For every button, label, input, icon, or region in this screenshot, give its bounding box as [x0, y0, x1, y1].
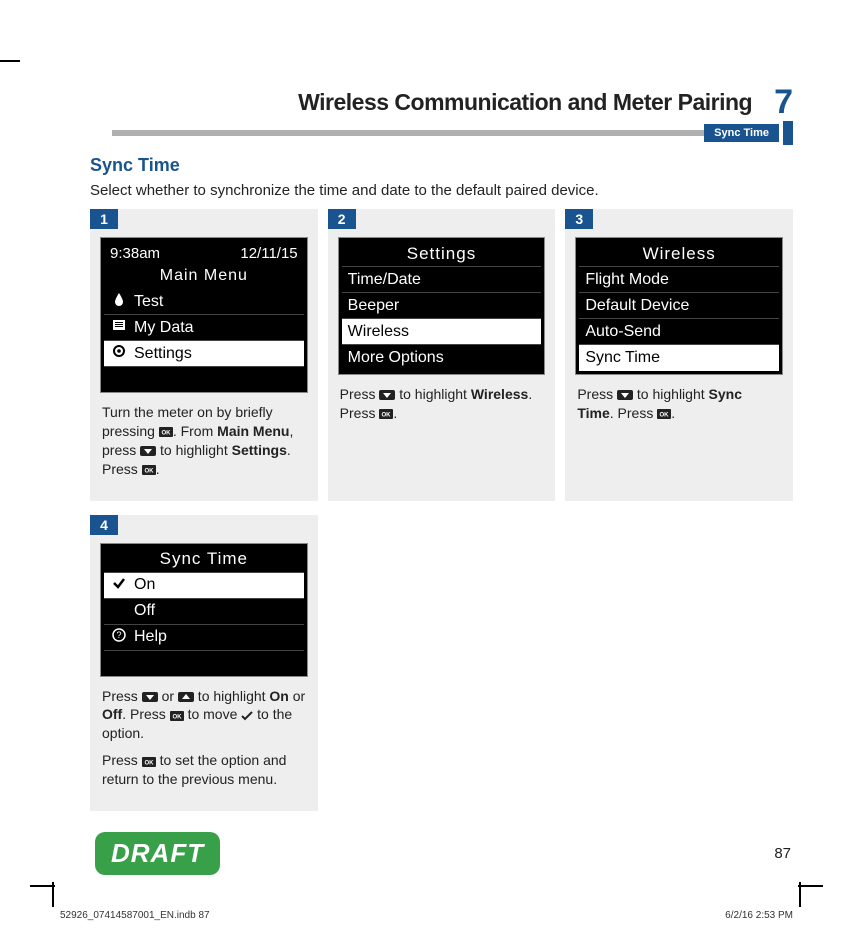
menu-row-on: On [104, 573, 304, 599]
menu-row: Default Device [579, 293, 779, 319]
meter-screen-settings: Settings Time/Date Beeper Wireless More … [338, 237, 546, 375]
ok-button-icon: OK [657, 409, 671, 419]
menu-row: Time/Date [342, 267, 542, 293]
step-number: 2 [328, 209, 356, 229]
blue-accent [783, 121, 793, 145]
ok-button-icon: OK [142, 465, 156, 475]
step-card-2: 2 Settings Time/Date Beeper Wireless Mor… [328, 209, 556, 501]
step-number: 4 [90, 515, 118, 535]
svg-text:OK: OK [144, 760, 154, 766]
step-instruction: Turn the meter on by briefly pressing OK… [90, 403, 318, 479]
chapter-header: Wireless Communication and Meter Pairing… [90, 85, 793, 119]
svg-text:?: ? [116, 630, 121, 640]
menu-row-settings: Settings [104, 341, 304, 367]
section-intro: Select whether to synchronize the time a… [90, 182, 793, 199]
down-arrow-icon [617, 390, 633, 400]
up-arrow-icon [178, 692, 194, 702]
footer-timestamp: 6/2/16 2:53 PM [725, 910, 793, 921]
menu-row: Flight Mode [579, 267, 779, 293]
check-icon [110, 576, 128, 595]
footer-doc-id: 52926_07414587001_EN.indb 87 [60, 910, 210, 921]
list-icon [110, 318, 128, 337]
svg-text:OK: OK [172, 714, 182, 720]
ok-button-icon: OK [170, 711, 184, 721]
svg-text:OK: OK [382, 413, 392, 419]
down-arrow-icon [140, 446, 156, 456]
step-card-1: 1 9:38am 12/11/15 Main Menu Test [90, 209, 318, 501]
page: Wireless Communication and Meter Pairing… [0, 0, 853, 947]
screen-title: Sync Time [104, 547, 304, 573]
meter-screen-synctime: Sync Time On Off ? [100, 543, 308, 677]
subtitle-bar: Sync Time [112, 121, 793, 145]
screen-title: Wireless [579, 241, 779, 267]
ok-button-icon: OK [142, 757, 156, 767]
menu-row-mydata: My Data [104, 315, 304, 341]
step-card-3: 3 Wireless Flight Mode Default Device Au… [565, 209, 793, 501]
section-title: Sync Time [90, 155, 793, 176]
screen-topbar: 9:38am 12/11/15 [104, 241, 304, 265]
menu-label: Test [134, 293, 163, 311]
svg-text:OK: OK [144, 468, 154, 474]
menu-label: Settings [134, 345, 192, 363]
meter-screen-mainmenu: 9:38am 12/11/15 Main Menu Test [100, 237, 308, 393]
page-number: 87 [774, 845, 791, 862]
menu-row-synctime: Sync Time [579, 345, 779, 371]
meter-screen-wireless: Wireless Flight Mode Default Device Auto… [575, 237, 783, 375]
check-icon [241, 711, 253, 721]
screen-title: Settings [342, 241, 542, 267]
draft-stamp: DRAFT [95, 832, 220, 875]
menu-row: More Options [342, 345, 542, 371]
step-instruction: Press to highlight Sync Time. Press OK. [565, 385, 793, 423]
screen-time: 9:38am [110, 245, 160, 262]
gear-icon [110, 344, 128, 363]
help-icon: ? [110, 628, 128, 647]
menu-row-test: Test [104, 289, 304, 315]
menu-row-help: ? Help [104, 625, 304, 651]
menu-row-off: Off [104, 599, 304, 625]
crop-mark [30, 885, 55, 887]
chapter-title: Wireless Communication and Meter Pairing [298, 89, 752, 116]
svg-text:OK: OK [161, 431, 171, 437]
step-number: 3 [565, 209, 593, 229]
menu-row-wireless: Wireless [342, 319, 542, 345]
screen-date: 12/11/15 [240, 245, 297, 262]
svg-text:OK: OK [660, 413, 670, 419]
steps-row-1: 1 9:38am 12/11/15 Main Menu Test [90, 209, 793, 501]
down-arrow-icon [379, 390, 395, 400]
screen-title: Main Menu [104, 265, 304, 289]
chapter-number: 7 [774, 85, 793, 119]
step-card-4: 4 Sync Time On Off [90, 515, 318, 811]
ok-button-icon: OK [379, 409, 393, 419]
crop-mark [798, 885, 823, 887]
menu-row: Auto-Send [579, 319, 779, 345]
drop-icon [110, 292, 128, 311]
step-instruction: Press or to highlight On or Off. Press O… [90, 687, 318, 789]
subtitle-label: Sync Time [704, 124, 779, 142]
down-arrow-icon [142, 692, 158, 702]
crop-mark [0, 60, 20, 62]
steps-row-2: 4 Sync Time On Off [90, 515, 793, 811]
gray-bar [112, 130, 704, 136]
step-instruction: Press to highlight Wireless. Press OK. [328, 385, 556, 423]
ok-button-icon: OK [159, 427, 173, 437]
step-number: 1 [90, 209, 118, 229]
menu-label: My Data [134, 319, 194, 337]
menu-row: Beeper [342, 293, 542, 319]
